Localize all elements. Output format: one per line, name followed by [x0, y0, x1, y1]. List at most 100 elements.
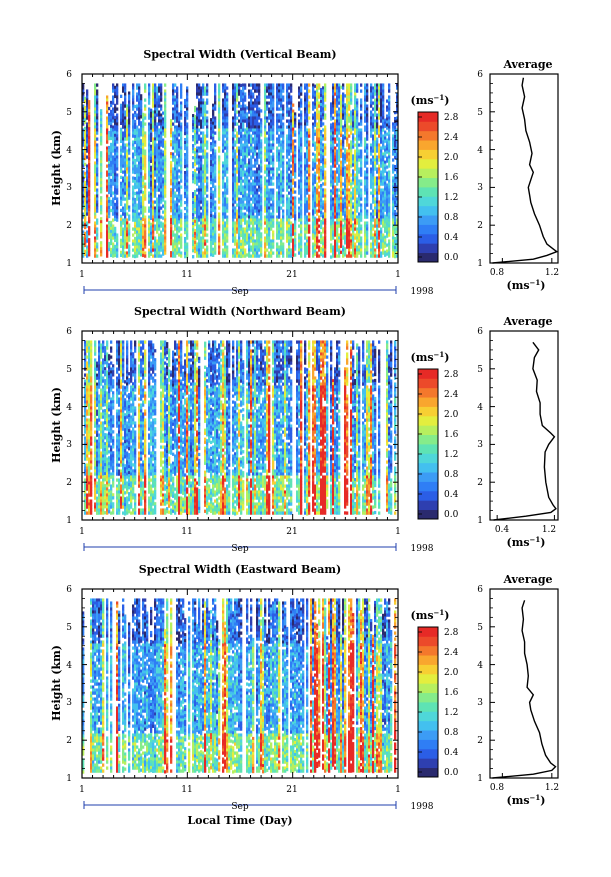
heatmap-cell: [234, 95, 236, 98]
heatmap-cell: [164, 101, 166, 104]
heatmap-cell: [254, 179, 256, 182]
heatmap-cell: [244, 242, 246, 245]
heatmap-cell: [126, 164, 128, 167]
heatmap-cell: [324, 194, 326, 197]
heatmap-cell: [132, 155, 134, 158]
heatmap-cell: [126, 125, 128, 128]
heatmap-cell: [234, 104, 236, 107]
heatmap-cell: [224, 194, 226, 197]
heatmap-cell: [138, 173, 140, 176]
heatmap-cell: [116, 83, 118, 86]
heatmap-cell: [238, 155, 240, 158]
heatmap-cell: [288, 140, 290, 143]
heatmap-cell: [272, 104, 274, 107]
heatmap-cell: [114, 218, 116, 221]
heatmap-cell: [322, 128, 324, 131]
heatmap-cell: [300, 149, 302, 152]
heatmap-cell: [156, 251, 158, 254]
heatmap-cell: [312, 125, 314, 128]
heatmap-cell: [108, 167, 110, 170]
heatmap-cell: [132, 95, 134, 98]
heatmap-cell: [286, 182, 288, 185]
heatmap-cell: [134, 147, 136, 150]
heatmap-cell: [298, 161, 300, 164]
heatmap-cell: [270, 206, 272, 209]
heatmap-cell: [240, 240, 242, 243]
heatmap-cell: [234, 143, 236, 146]
heatmap-cell: [128, 163, 130, 166]
heatmap-cell: [198, 128, 200, 131]
heatmap-cell: [138, 98, 140, 101]
heatmap-cell: [186, 245, 188, 248]
heatmap-cell: [158, 101, 160, 104]
heatmap-cell: [100, 166, 102, 169]
heatmap-cell: [158, 179, 160, 182]
heatmap-cell: [116, 215, 118, 218]
heatmap-cell: [236, 122, 238, 125]
heatmap-cell: [170, 128, 172, 131]
heatmap-cell: [250, 119, 252, 122]
heatmap-cell: [106, 227, 108, 230]
heatmap-cell: [236, 191, 238, 194]
heatmap-cell: [116, 149, 118, 152]
heatmap-cell: [332, 173, 334, 176]
heatmap-cell: [234, 155, 236, 158]
heatmap-cell: [96, 221, 98, 224]
heatmap-cell: [96, 245, 98, 248]
heatmap-cell: [240, 174, 242, 177]
heatmap-cell: [254, 188, 256, 191]
heatmap-cell: [106, 125, 108, 128]
heatmap-cell: [206, 146, 208, 149]
heatmap-cell: [180, 176, 182, 179]
heatmap-cell: [160, 236, 162, 239]
heatmap-cell: [126, 200, 128, 203]
heatmap-cell: [338, 203, 340, 206]
heatmap-cell: [94, 182, 96, 185]
heatmap-cell: [300, 227, 302, 230]
heatmap-cell: [148, 164, 150, 167]
heatmap-cell: [132, 206, 134, 209]
heatmap-cell: [158, 203, 160, 206]
heatmap-cell: [276, 128, 278, 131]
heatmap-cell: [294, 118, 296, 121]
heatmap-cell: [306, 191, 308, 194]
heatmap-cell: [202, 155, 204, 158]
heatmap-cell: [180, 251, 182, 254]
heatmap-cell: [134, 138, 136, 141]
heatmap-cell: [232, 125, 234, 128]
heatmap-cell: [314, 130, 316, 133]
heatmap-cell: [268, 173, 270, 176]
heatmap-cell: [260, 163, 262, 166]
heatmap-cell: [132, 83, 134, 86]
heatmap-cell: [314, 205, 316, 208]
heatmap-cell: [120, 170, 122, 173]
heatmap-cell: [316, 191, 318, 194]
heatmap-cell: [266, 137, 268, 140]
heatmap-cell: [318, 152, 320, 155]
heatmap-cell: [178, 196, 180, 199]
heatmap-cell: [324, 236, 326, 239]
heatmap-cell: [186, 101, 188, 104]
heatmap-cell: [266, 194, 268, 197]
heatmap-cell: [196, 206, 198, 209]
heatmap-cell: [270, 245, 272, 248]
heatmap-cell: [232, 200, 234, 203]
heatmap-cell: [268, 179, 270, 182]
heatmap-cell: [200, 227, 202, 230]
heatmap-cell: [176, 116, 178, 119]
heatmap-cell: [258, 209, 260, 212]
heatmap-cell: [306, 104, 308, 107]
heatmap-cell: [194, 148, 196, 151]
heatmap-cell: [234, 239, 236, 242]
heatmap-cell: [204, 197, 206, 200]
heatmap-cell: [120, 224, 122, 227]
heatmap-cell: [134, 207, 136, 210]
heatmap-cell: [276, 176, 278, 179]
heatmap-cell: [232, 221, 234, 224]
heatmap-cell: [126, 161, 128, 164]
heatmap-cell: [290, 140, 292, 143]
heatmap-cell: [294, 163, 296, 166]
heatmap-cell: [334, 227, 336, 230]
heatmap-cell: [256, 230, 258, 233]
heatmap-cell: [200, 242, 202, 245]
